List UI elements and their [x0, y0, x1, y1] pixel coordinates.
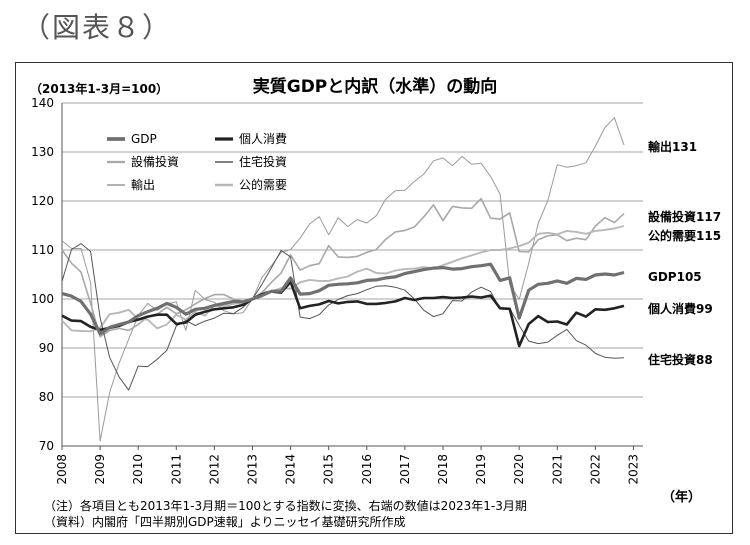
legend-label-exports: 輸出 [131, 177, 155, 192]
y-tick-label: 120 [31, 194, 54, 208]
legend-label-investment: 設備投資 [131, 154, 179, 169]
footnote: （注）各項目とも2013年1-3月期＝100とする指数に変換、右端の数値は202… [44, 499, 527, 513]
figure-label: （図表８） [22, 11, 173, 44]
y-tick-label: 110 [31, 243, 54, 257]
x-tick-label: 2023 [626, 454, 640, 485]
x-tick-label: 2012 [207, 454, 221, 485]
end-label-housing: 住宅投資88 [648, 352, 713, 367]
y-tick-label: 90 [39, 341, 54, 355]
source-note: （資料）内閣府「四半期別GDP速報」よりニッセイ基礎研究所作成 [44, 515, 406, 529]
x-tick-label: 2010 [131, 454, 145, 485]
x-axis-unit-label: （年） [662, 490, 702, 505]
end-label-consumption: 個人消費99 [647, 301, 713, 316]
x-tick-label: 2020 [512, 454, 526, 485]
x-tick-label: 2009 [93, 454, 107, 485]
legend-label-housing: 住宅投資 [239, 154, 287, 169]
series-lines [61, 117, 625, 442]
x-tick-label: 2022 [588, 454, 602, 485]
y-tick-label: 80 [39, 390, 54, 404]
y-tick-label: 100 [31, 292, 54, 306]
x-tick-label: 2021 [550, 454, 564, 485]
x-tick-label: 2015 [322, 454, 336, 485]
legend-label-consumption: 個人消費 [239, 131, 287, 146]
y-tick-label: 70 [39, 439, 54, 453]
axes: 70 80 90 100 110 120 130 140 2008 2009 2010 2011 201… [31, 96, 643, 485]
x-tick-label: 2008 [55, 454, 69, 485]
legend-label-gdp: GDP [131, 132, 157, 146]
x-tick-label: 2018 [436, 454, 450, 485]
x-tick-label: 2013 [245, 454, 259, 485]
end-label-investment: 設備投資117 [648, 209, 721, 224]
end-label-public: 公的需要115 [648, 228, 721, 243]
legend-label-public: 公的需要 [239, 177, 287, 192]
end-label-gdp: GDP105 [648, 270, 702, 284]
series-line-gdp [61, 262, 625, 336]
series-line-housing [61, 243, 625, 391]
x-tick-label: 2019 [474, 454, 488, 485]
series-line-consumption [61, 280, 625, 348]
chart-title: 実質GDPと内訳（水準）の動向 [252, 77, 498, 97]
y-tick-label: 130 [31, 145, 54, 159]
x-tick-label: 2017 [398, 454, 412, 485]
end-label-exports: 輸出131 [648, 139, 697, 154]
x-tick-label: 2016 [360, 454, 374, 485]
chart-frame [15, 62, 733, 534]
series-line-public [61, 225, 625, 333]
y-tick-label: 140 [31, 96, 54, 110]
y-axis-unit-label: （2013年1-3月=100） [30, 82, 169, 96]
end-labels: GDP105 個人消費99 設備投資117 住宅投資88 輸出131 公的需要115 [647, 139, 721, 367]
x-tick-label: 2014 [284, 454, 298, 485]
x-tick-label: 2011 [169, 454, 183, 485]
